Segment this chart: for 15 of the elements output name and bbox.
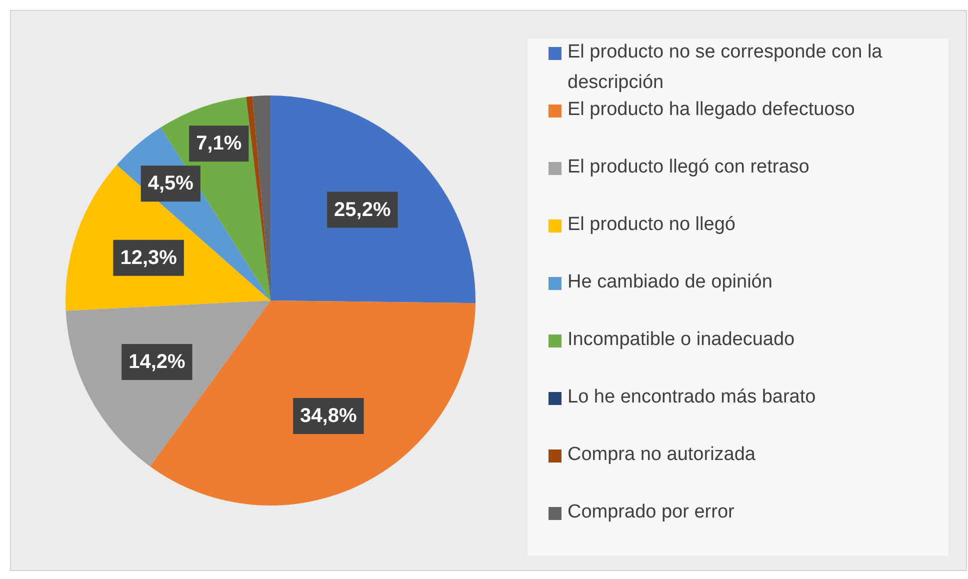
legend-label: Comprado por error	[568, 502, 736, 522]
legend-label: Compra no autorizada	[568, 444, 756, 465]
data-label: 7,1%	[196, 132, 242, 155]
legend-label: He cambiado de opinión	[568, 272, 772, 292]
data-label: 34,8%	[300, 404, 357, 427]
legend-label: El producto no llegó	[568, 214, 736, 235]
data-label: 4,5%	[148, 172, 194, 195]
legend-label: El producto no se corresponde con la descripción	[568, 42, 883, 93]
data-label: 25,2%	[334, 198, 391, 221]
data-label: 14,2%	[128, 351, 186, 374]
data-label: 12,3%	[120, 246, 178, 269]
legend-label: Lo he encontrado más barato	[568, 386, 816, 408]
legend-label: Incompatible o inadecuado	[568, 329, 795, 350]
legend-label: El producto ha llegado defectuoso	[568, 99, 855, 120]
legend-label: El producto llegó con retraso	[568, 156, 810, 178]
